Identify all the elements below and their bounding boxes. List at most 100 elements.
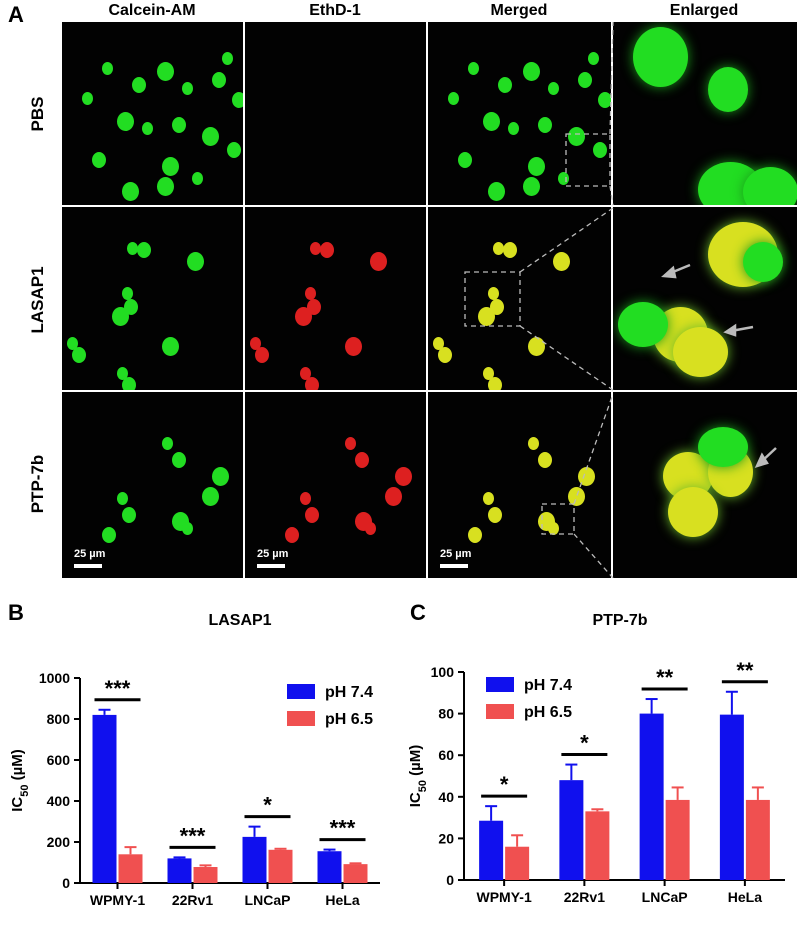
cell: [503, 242, 517, 258]
cell: [142, 122, 153, 135]
zoom-guide-lines: [464, 22, 777, 578]
cell: [162, 437, 173, 450]
cell: [493, 242, 504, 255]
cell: [448, 92, 459, 105]
enlarged-cell: [668, 487, 718, 537]
y-tick-label: 0: [62, 875, 70, 891]
significance-marker: *: [580, 731, 589, 756]
cell: [488, 287, 499, 300]
cell: [345, 437, 356, 450]
cell: [355, 452, 369, 468]
cell: [202, 487, 219, 506]
legend-label: pH 7.4: [524, 677, 572, 694]
bar: [505, 846, 530, 880]
cell: [117, 492, 128, 505]
cell: [395, 467, 412, 486]
cell: [137, 242, 151, 258]
legend-label: pH 6.5: [524, 704, 572, 721]
cell: [588, 52, 599, 65]
cell: [498, 77, 512, 93]
cell: [528, 157, 545, 176]
micrograph-lasap1-enlarged: [613, 207, 797, 390]
micrograph-ptp7b-enlarged: [613, 392, 797, 578]
micrograph-pbs-ethd: [245, 22, 426, 205]
cell: [122, 287, 133, 300]
bar: [665, 799, 690, 880]
panel-label-c: C: [410, 600, 426, 625]
legend-swatch: [486, 704, 514, 719]
enlarged-cell: [743, 167, 797, 205]
micrograph-ptp7b-ethd: 25 µm: [245, 392, 426, 578]
cell: [468, 527, 482, 543]
micrograph-ptp7b-calcein: 25 µm: [62, 392, 243, 578]
cell: [548, 82, 559, 95]
cell: [112, 307, 129, 326]
cell: [593, 142, 607, 158]
y-tick-label: 400: [47, 793, 71, 809]
column-header-enlarged: Enlarged: [669, 2, 739, 19]
micrograph-pbs-merged: [428, 22, 611, 205]
cell: [558, 172, 569, 185]
legend-swatch: [486, 677, 514, 692]
cell: [483, 367, 494, 380]
cell: [122, 507, 136, 523]
significance-marker: ***: [330, 816, 356, 841]
cell: [528, 337, 545, 356]
y-tick-label: 100: [431, 664, 455, 680]
scale-bar-label: 25 µm: [257, 548, 289, 560]
legend-label: pH 7.4: [325, 684, 373, 701]
chart-ptp7b: 0 20 40 60 80 100 IC50 (µM) WPMY-1 * 22Rv1 * LNCaP *…: [407, 658, 785, 905]
cell: [122, 182, 139, 201]
cell: [345, 337, 362, 356]
cell: [172, 452, 186, 468]
micrograph-lasap1-ethd: [245, 207, 426, 390]
micrograph-lasap1-calcein: [62, 207, 243, 390]
bar: [118, 854, 143, 883]
micrograph-pbs-enlarged: [613, 22, 797, 205]
cell: [305, 287, 316, 300]
significance-marker: **: [656, 665, 674, 690]
y-tick-label: 1000: [39, 670, 70, 686]
cell: [598, 92, 611, 108]
significance-marker: ***: [105, 676, 131, 701]
cell: [468, 62, 479, 75]
cell: [478, 307, 495, 326]
cell: [172, 117, 186, 133]
cell: [370, 252, 387, 271]
bar: [343, 864, 368, 883]
scale-bar-label: 25 µm: [74, 548, 106, 560]
legend-swatch: [287, 684, 315, 699]
significance-marker: *: [500, 772, 509, 797]
cell: [483, 112, 500, 131]
chart-lasap1: 0 200 400 600 800 1000 IC50 (µM) WPMY-1 *** 22Rv1…: [9, 670, 380, 908]
row-label-ptp7b: PTP-7b: [28, 454, 47, 514]
cell: [212, 467, 229, 486]
significance-marker: *: [263, 793, 272, 818]
cell: [305, 377, 319, 390]
cell: [548, 522, 559, 535]
cell: [508, 122, 519, 135]
y-tick-label: 600: [47, 752, 71, 768]
cell: [157, 62, 174, 81]
bar: [193, 867, 218, 883]
cell: [92, 152, 106, 168]
cell: [458, 152, 472, 168]
x-tick-label: WPMY-1: [477, 889, 532, 905]
cell: [255, 347, 269, 363]
cell: [310, 242, 321, 255]
x-tick-label: LNCaP: [642, 889, 688, 905]
zoom-box-pbs: [565, 133, 611, 187]
cell: [300, 492, 311, 505]
cell: [488, 182, 505, 201]
cell: [122, 377, 136, 390]
bar: [585, 811, 610, 880]
bar: [317, 851, 342, 883]
scale-bar: [440, 564, 468, 568]
bar: [268, 849, 293, 883]
scale-bar-label: 25 µm: [440, 548, 472, 560]
cell: [523, 62, 540, 81]
cell: [538, 117, 552, 133]
x-tick-label: 22Rv1: [172, 892, 213, 908]
cell: [82, 92, 93, 105]
cell: [285, 527, 299, 543]
